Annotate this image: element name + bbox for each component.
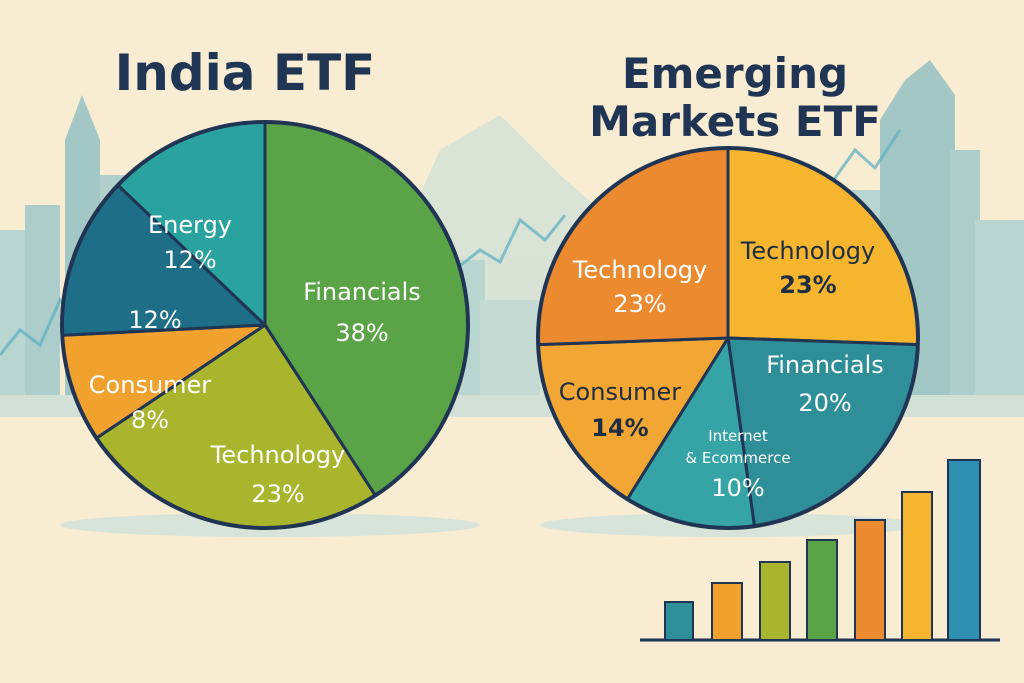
trend-line-right	[828, 129, 902, 186]
chart-title-emerging-markets: Emerging Markets ETF	[589, 49, 881, 146]
slice-value-technology-left: 23%	[613, 290, 666, 318]
slice-label-technology-left: Technology	[572, 256, 707, 284]
slice-value-technology-right: 23%	[779, 271, 836, 299]
pie-outline-india	[60, 120, 470, 530]
slice-label-technology: Technology	[210, 441, 345, 469]
pie-outline-emerging-markets	[536, 146, 920, 530]
slice-label-energy: Energy	[148, 211, 232, 239]
slice-value-unlabeled: 12%	[128, 306, 181, 334]
slice-label-consumer: Consumer	[89, 371, 212, 399]
slice-label-consumer-right: Consumer	[559, 378, 682, 406]
slice-value-consumer: 8%	[131, 406, 169, 434]
chart-title-india: India ETF	[114, 44, 376, 102]
slice-label-technology-right: Technology	[740, 237, 875, 265]
slice-label-financials: Financials	[303, 278, 421, 306]
slice-value-internet-ecommerce: 10%	[711, 474, 764, 502]
slice-value-financials: 38%	[335, 319, 388, 347]
slice-label-internet-ecommerce-line2: & Ecommerce	[685, 449, 790, 467]
decorative-growth-bars	[640, 459, 1000, 642]
slice-value-technology: 23%	[251, 480, 304, 508]
slice-value-financials-right: 20%	[798, 389, 851, 417]
trend-line-middle	[454, 214, 567, 272]
slice-label-internet-ecommerce-line1: Internet	[708, 427, 768, 445]
slice-value-consumer-right: 14%	[591, 414, 648, 442]
slice-label-financials-right: Financials	[766, 351, 884, 379]
pie-chart-india: Financials 38% Technology 23% Consumer 8…	[60, 120, 470, 530]
pie-chart-emerging-markets: Technology 23% Financials 20% Internet &…	[536, 146, 920, 530]
slice-value-energy: 12%	[163, 246, 216, 274]
